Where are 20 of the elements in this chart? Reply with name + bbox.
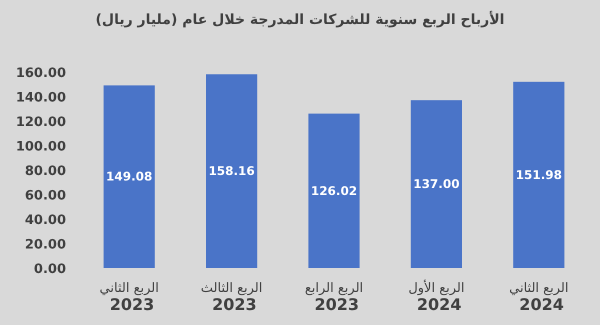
chart-title: الأرباح الربع سنوية للشركات المدرجة خلال عام (مليار ريال) xyxy=(96,10,504,28)
y-tick-label: 60.00 xyxy=(24,188,66,204)
data-label: 137.00 xyxy=(413,177,460,192)
y-tick-label: 120.00 xyxy=(16,115,66,130)
bar xyxy=(104,85,155,268)
bar xyxy=(308,114,360,268)
bar xyxy=(410,100,462,268)
y-tick-label: 0.00 xyxy=(34,262,66,277)
data-label: 158.16 xyxy=(208,164,255,178)
bar xyxy=(513,82,564,268)
y-tick-label: 20.00 xyxy=(24,238,66,252)
data-label: 151.98 xyxy=(516,168,562,182)
y-tick-label: 140.00 xyxy=(16,90,66,106)
data-label: 149.08 xyxy=(106,170,152,184)
y-tick-label: 80.00 xyxy=(24,164,66,179)
bar xyxy=(206,74,258,268)
y-tick-label: 160.00 xyxy=(16,66,66,81)
y-tick-label: 40.00 xyxy=(24,213,66,228)
data-label: 126.02 xyxy=(310,184,358,198)
y-tick-label: 100.00 xyxy=(16,140,66,154)
